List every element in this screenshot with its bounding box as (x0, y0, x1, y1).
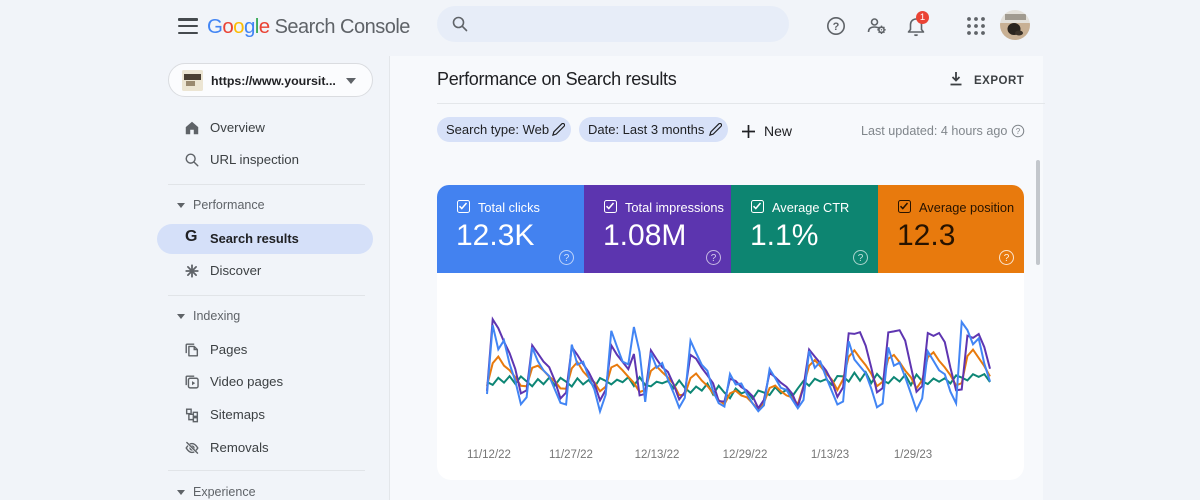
svg-text:?: ? (1016, 127, 1021, 136)
svg-text:?: ? (833, 21, 840, 33)
